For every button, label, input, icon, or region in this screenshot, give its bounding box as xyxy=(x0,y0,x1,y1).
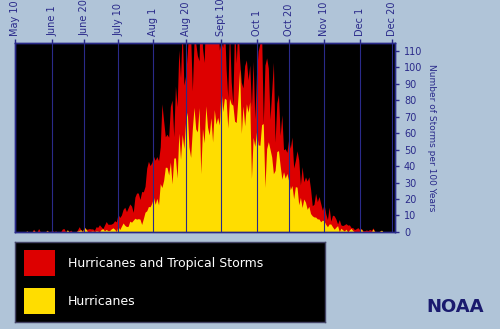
Text: Hurricanes: Hurricanes xyxy=(68,294,136,308)
Text: NOAA: NOAA xyxy=(426,298,484,316)
Bar xyxy=(24,288,56,315)
Bar xyxy=(24,250,56,276)
Text: Hurricanes and Tropical Storms: Hurricanes and Tropical Storms xyxy=(68,257,263,270)
Y-axis label: Number of Storms per 100 Years: Number of Storms per 100 Years xyxy=(428,64,436,211)
